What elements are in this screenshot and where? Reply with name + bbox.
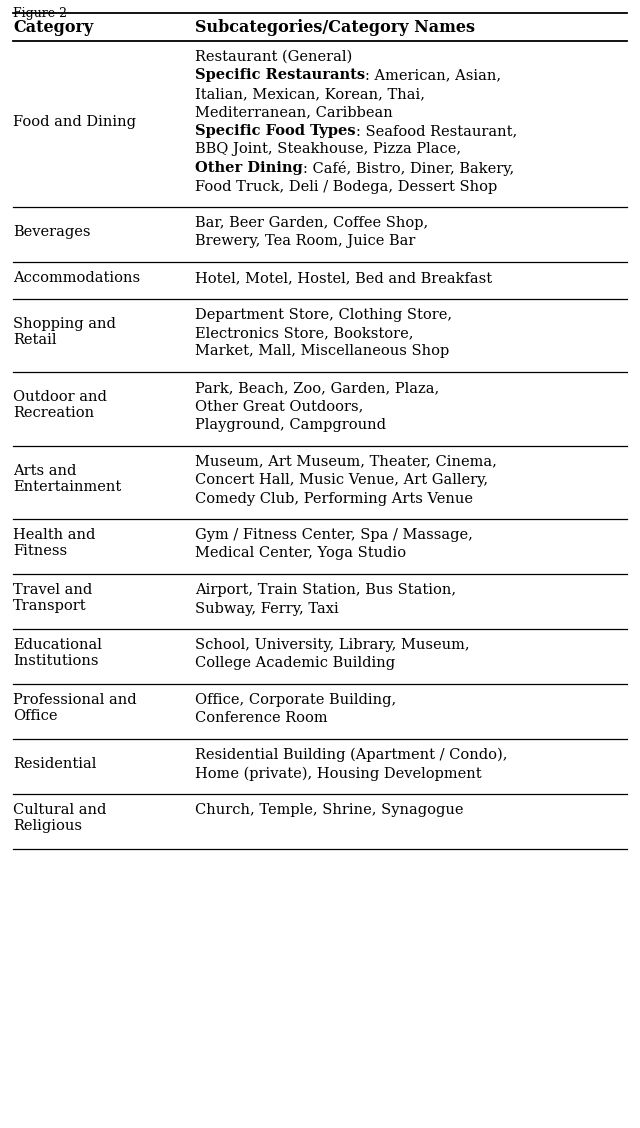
Text: Medical Center, Yoga Studio: Medical Center, Yoga Studio — [195, 546, 406, 561]
Text: Specific Restaurants: Specific Restaurants — [195, 69, 365, 82]
Text: BBQ Joint, Steakhouse, Pizza Place,: BBQ Joint, Steakhouse, Pizza Place, — [195, 142, 461, 157]
Text: Market, Mall, Miscellaneous Shop: Market, Mall, Miscellaneous Shop — [195, 344, 449, 359]
Text: Travel and
Transport: Travel and Transport — [13, 583, 92, 614]
Text: Subcategories/Category Names: Subcategories/Category Names — [195, 19, 475, 36]
Text: Park, Beach, Zoo, Garden, Plaza,: Park, Beach, Zoo, Garden, Plaza, — [195, 381, 439, 395]
Text: : Seafood Restaurant,: : Seafood Restaurant, — [356, 124, 517, 138]
Text: Shopping and
Retail: Shopping and Retail — [13, 317, 116, 347]
Text: : American, Asian,: : American, Asian, — [365, 69, 501, 82]
Text: Professional and
Office: Professional and Office — [13, 693, 136, 723]
Text: Residential Building (Apartment / Condo),: Residential Building (Apartment / Condo)… — [195, 748, 508, 763]
Text: Educational
Institutions: Educational Institutions — [13, 638, 102, 668]
Text: Mediterranean, Caribbean: Mediterranean, Caribbean — [195, 106, 393, 120]
Text: Department Store, Clothing Store,: Department Store, Clothing Store, — [195, 308, 452, 321]
Text: Arts and
Entertainment: Arts and Entertainment — [13, 464, 121, 494]
Text: Gym / Fitness Center, Spa / Massage,: Gym / Fitness Center, Spa / Massage, — [195, 528, 473, 541]
Text: Brewery, Tea Room, Juice Bar: Brewery, Tea Room, Juice Bar — [195, 235, 415, 248]
Text: Home (private), Housing Development: Home (private), Housing Development — [195, 767, 482, 781]
Text: Outdoor and
Recreation: Outdoor and Recreation — [13, 390, 107, 421]
Text: Food Truck, Deli / Bodega, Dessert Shop: Food Truck, Deli / Bodega, Dessert Shop — [195, 179, 497, 194]
Text: School, University, Library, Museum,: School, University, Library, Museum, — [195, 638, 470, 652]
Text: Concert Hall, Music Venue, Art Gallery,: Concert Hall, Music Venue, Art Gallery, — [195, 473, 488, 487]
Text: Figure 2: Figure 2 — [13, 7, 67, 20]
Text: College Academic Building: College Academic Building — [195, 656, 395, 670]
Text: Museum, Art Museum, Theater, Cinema,: Museum, Art Museum, Theater, Cinema, — [195, 455, 497, 468]
Text: Church, Temple, Shrine, Synagogue: Church, Temple, Shrine, Synagogue — [195, 803, 463, 817]
Text: Other Dining: Other Dining — [195, 161, 303, 175]
Text: Category: Category — [13, 19, 93, 36]
Text: Airport, Train Station, Bus Station,: Airport, Train Station, Bus Station, — [195, 583, 456, 597]
Text: Cultural and
Religious: Cultural and Religious — [13, 803, 106, 834]
Text: Beverages: Beverages — [13, 226, 90, 239]
Text: Bar, Beer Garden, Coffee Shop,: Bar, Beer Garden, Coffee Shop, — [195, 215, 428, 230]
Text: Office, Corporate Building,: Office, Corporate Building, — [195, 693, 396, 707]
Text: Hotel, Motel, Hostel, Bed and Breakfast: Hotel, Motel, Hostel, Bed and Breakfast — [195, 271, 492, 285]
Text: Health and
Fitness: Health and Fitness — [13, 528, 95, 558]
Text: Food and Dining: Food and Dining — [13, 115, 136, 129]
Text: Electronics Store, Bookstore,: Electronics Store, Bookstore, — [195, 326, 413, 340]
Text: : Café, Bistro, Diner, Bakery,: : Café, Bistro, Diner, Bakery, — [303, 161, 514, 176]
Text: Specific Food Types: Specific Food Types — [195, 124, 356, 138]
Text: Comedy Club, Performing Arts Venue: Comedy Club, Performing Arts Venue — [195, 492, 473, 505]
Text: Restaurant (General): Restaurant (General) — [195, 50, 352, 64]
Text: Other Great Outdoors,: Other Great Outdoors, — [195, 399, 364, 414]
Text: Accommodations: Accommodations — [13, 271, 140, 285]
Text: Residential: Residential — [13, 757, 97, 772]
Text: Subway, Ferry, Taxi: Subway, Ferry, Taxi — [195, 601, 339, 616]
Text: Italian, Mexican, Korean, Thai,: Italian, Mexican, Korean, Thai, — [195, 87, 425, 102]
Text: Conference Room: Conference Room — [195, 712, 328, 725]
Text: Playground, Campground: Playground, Campground — [195, 418, 386, 432]
